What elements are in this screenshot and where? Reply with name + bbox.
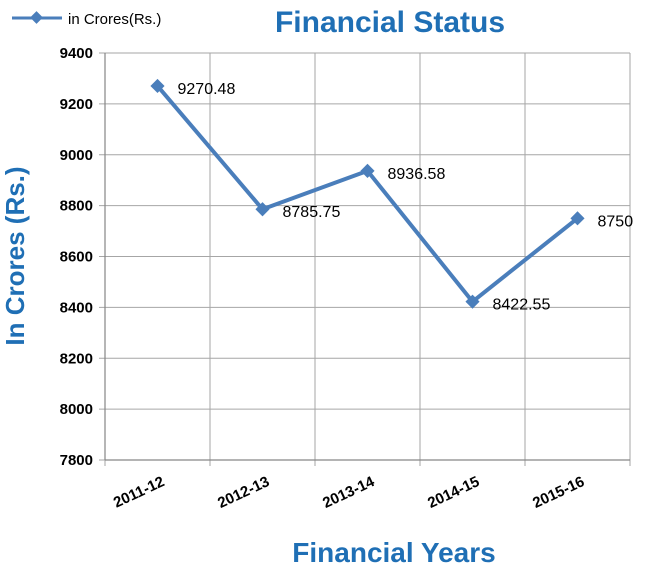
data-point-marker — [570, 211, 585, 226]
legend-marker-icon — [30, 11, 43, 24]
data-point-marker — [465, 294, 480, 309]
data-label: 9270.48 — [178, 81, 236, 98]
x-tick-label: 2013-14 — [320, 473, 378, 512]
data-labels: 9270.48 8785.75 8936.58 8422.55 8750 — [178, 81, 634, 314]
legend-label: in Crores(Rs.) — [68, 11, 161, 28]
axes — [104, 53, 630, 461]
x-tick-label: 2015-16 — [530, 473, 587, 512]
y-tick-labels: 7800 8000 8200 8400 8600 8800 9000 9200 9400 — [60, 45, 93, 469]
data-label: 8936.58 — [388, 166, 446, 183]
y-tick-label: 7800 — [60, 452, 93, 469]
x-tick-label: 2012-13 — [215, 473, 272, 512]
data-label: 8785.75 — [283, 204, 341, 221]
grid — [99, 52, 631, 466]
y-tick-label: 8800 — [60, 198, 93, 215]
data-label: 8422.55 — [493, 297, 551, 314]
series-markers — [150, 78, 585, 309]
legend: in Crores(Rs.) — [12, 11, 161, 28]
data-point-marker — [255, 202, 270, 217]
x-tick-labels: 2011-12 2012-13 2013-14 2014-15 2015-16 — [111, 473, 587, 512]
y-tick-label: 8600 — [60, 249, 93, 266]
y-tick-label: 9200 — [60, 96, 93, 113]
series-line-path — [155, 84, 579, 304]
x-tick-label: 2014-15 — [425, 473, 482, 512]
y-tick-label: 8000 — [60, 401, 93, 418]
x-axis-title: Financial Years — [292, 537, 495, 568]
series-line — [155, 84, 579, 304]
y-tick-label: 9400 — [60, 45, 93, 62]
y-axis-title: In Crores (Rs.) — [0, 166, 30, 345]
chart-title: Financial Status — [275, 6, 505, 39]
x-tick-label: 2011-12 — [111, 473, 167, 511]
y-tick-label: 9000 — [60, 147, 93, 164]
data-label: 8750 — [598, 213, 634, 230]
data-point-marker — [360, 163, 375, 178]
y-tick-label: 8400 — [60, 299, 93, 316]
y-tick-label: 8200 — [60, 350, 93, 367]
